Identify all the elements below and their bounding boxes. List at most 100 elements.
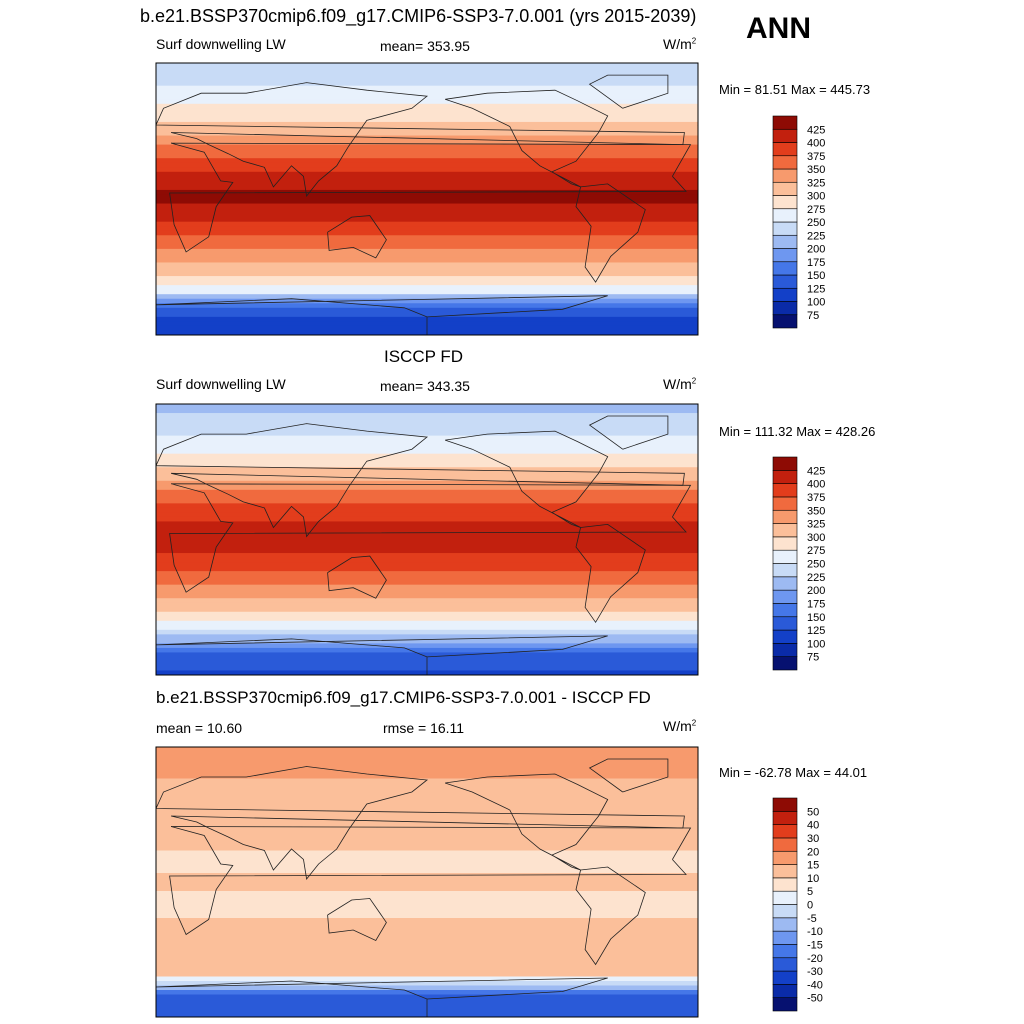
colorbar-box: [772, 984, 798, 998]
colorbar-tick-label: 250: [807, 217, 825, 229]
colorbar-box: [772, 470, 798, 484]
field-band: [156, 267, 698, 273]
map-field-2: [0, 404, 698, 675]
field-band: [156, 534, 698, 541]
field-band: [156, 167, 698, 173]
field-band: [156, 859, 698, 865]
field-band: [156, 927, 698, 933]
colorbar-box: [772, 904, 798, 919]
coastline: [0, 431, 66, 527]
field-band: [156, 135, 698, 141]
colorbar-box: [772, 890, 798, 905]
coastline: [575, 523, 646, 624]
field-band: [156, 918, 698, 924]
field-band: [156, 814, 698, 820]
field-band: [156, 783, 698, 789]
colorbar-box: [772, 656, 798, 671]
colorbar-box: [772, 248, 798, 263]
field-band: [156, 208, 698, 214]
field-band: [156, 882, 698, 888]
field-band: [156, 877, 698, 883]
colorbar-box: [772, 629, 798, 644]
field-band: [156, 593, 698, 599]
field-band: [156, 778, 698, 784]
colorbar-tick-label: 300: [807, 532, 825, 544]
field-band: [156, 117, 698, 123]
colorbar-box: [772, 877, 798, 892]
field-band: [156, 298, 698, 304]
coastline: [169, 826, 692, 936]
coastline: [588, 758, 669, 793]
panel2-variable: Surf downwelling LW: [156, 376, 286, 392]
colorbar-box: [772, 824, 798, 839]
colorbar-box: [772, 944, 798, 959]
field-band: [156, 940, 698, 946]
coastline: [0, 296, 66, 335]
field-band: [156, 891, 698, 897]
coastline: [575, 183, 646, 283]
colorbar-tick-label: 200: [807, 585, 825, 597]
field-band: [156, 63, 698, 69]
colorbar-box: [772, 616, 798, 631]
field-band: [156, 149, 698, 155]
field-band: [156, 121, 698, 128]
field-band: [156, 819, 698, 825]
colorbar-box: [772, 274, 798, 289]
field-band: [156, 212, 698, 218]
field-band: [156, 629, 698, 635]
colorbar-tick-label: -20: [807, 953, 823, 965]
field-band: [156, 963, 698, 969]
field-band: [156, 611, 698, 617]
colorbar-tick-label: 100: [807, 297, 825, 309]
field-band: [156, 553, 698, 559]
field-band: [156, 566, 698, 572]
field-band: [156, 417, 698, 423]
colorbar-box: [772, 576, 798, 591]
field-band: [156, 769, 698, 775]
panel2-minmax: Min = 111.32 Max = 428.26: [719, 424, 876, 439]
coastline: [34, 524, 103, 622]
field-band: [156, 602, 698, 608]
panel3-mean: mean = 10.60: [156, 720, 243, 736]
field-band: [156, 203, 698, 209]
field-band: [156, 440, 698, 446]
panel1-units: W/m2: [663, 36, 697, 52]
field-band: [156, 271, 698, 277]
map-frame: [155, 62, 699, 336]
field-band: [156, 967, 698, 973]
coastline: [870, 899, 929, 941]
field-band: [156, 954, 698, 960]
colorbar-tick-label: -30: [807, 966, 823, 978]
field-band: [156, 408, 698, 414]
field-band: [156, 449, 698, 455]
field-band: [156, 230, 698, 236]
colorbar-tick-label: -15: [807, 939, 823, 951]
panel3-rmse: rmse = 16.11: [383, 720, 465, 736]
colorbar-box: [772, 301, 798, 316]
field-band: [156, 85, 698, 91]
coastline: [169, 142, 692, 253]
field-band: [156, 828, 698, 834]
field-band: [156, 643, 698, 649]
colorbar-tick-label: 125: [807, 283, 825, 295]
field-band: [156, 634, 698, 640]
coastline: [444, 89, 609, 188]
coastline: [156, 423, 685, 538]
map-panel-2: [0, 403, 699, 676]
field-band: [156, 792, 698, 798]
colorbar-tick-label: 225: [807, 572, 825, 584]
colorbar-box: [772, 970, 798, 985]
colorbar-tick-label: 15: [807, 860, 819, 872]
field-band: [156, 616, 698, 622]
map-frame: [155, 403, 699, 676]
panel3-units: W/m2: [663, 718, 697, 734]
field-band: [156, 562, 698, 568]
colorbar-box: [772, 261, 798, 276]
colorbar-tick-label: 150: [807, 612, 825, 624]
colorbar-tick-label: 300: [807, 191, 825, 203]
field-band: [156, 981, 698, 987]
field-band: [156, 194, 698, 200]
colorbar-tick-label: 375: [807, 492, 825, 504]
